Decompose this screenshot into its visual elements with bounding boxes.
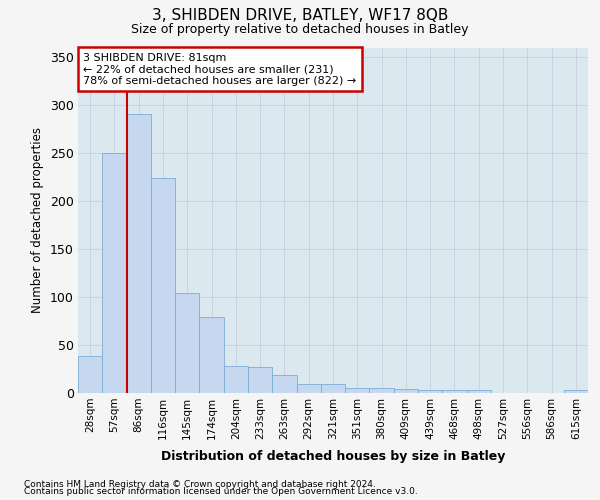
Text: 3, SHIBDEN DRIVE, BATLEY, WF17 8QB: 3, SHIBDEN DRIVE, BATLEY, WF17 8QB — [152, 8, 448, 22]
Bar — [467, 390, 491, 392]
Bar — [345, 388, 370, 392]
Bar — [418, 390, 442, 392]
Bar — [564, 390, 588, 392]
Bar — [127, 114, 151, 392]
Bar — [370, 388, 394, 392]
Bar — [151, 178, 175, 392]
Bar — [175, 293, 199, 392]
Bar — [199, 317, 224, 392]
X-axis label: Distribution of detached houses by size in Batley: Distribution of detached houses by size … — [161, 450, 505, 463]
Bar — [224, 366, 248, 392]
Text: Contains public sector information licensed under the Open Government Licence v3: Contains public sector information licen… — [24, 488, 418, 496]
Y-axis label: Number of detached properties: Number of detached properties — [31, 127, 44, 313]
Bar — [102, 153, 127, 392]
Bar — [321, 384, 345, 392]
Text: 3 SHIBDEN DRIVE: 81sqm
← 22% of detached houses are smaller (231)
78% of semi-de: 3 SHIBDEN DRIVE: 81sqm ← 22% of detached… — [83, 52, 356, 86]
Bar — [248, 366, 272, 392]
Bar — [394, 388, 418, 392]
Bar — [442, 390, 467, 392]
Text: Size of property relative to detached houses in Batley: Size of property relative to detached ho… — [131, 22, 469, 36]
Bar — [296, 384, 321, 392]
Bar — [272, 375, 296, 392]
Bar — [78, 356, 102, 393]
Text: Contains HM Land Registry data © Crown copyright and database right 2024.: Contains HM Land Registry data © Crown c… — [24, 480, 376, 489]
